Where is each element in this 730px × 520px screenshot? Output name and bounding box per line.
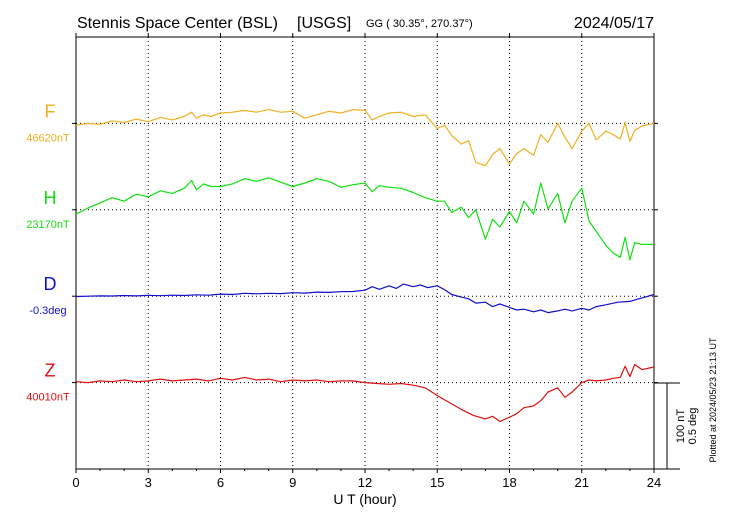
series-line-H: [75, 177, 654, 261]
grid: [147, 37, 583, 469]
series-line-D: [75, 283, 655, 314]
x-tick-label-15: 15: [430, 475, 444, 490]
scale-label-nt: 100 nT: [675, 409, 687, 444]
station-title: Stennis Space Center (BSL): [77, 15, 278, 32]
series-group: [75, 108, 655, 423]
x-tick-label-21: 21: [575, 475, 589, 490]
series-baseline-F: 46620nT: [26, 132, 70, 144]
x-tick-label-3: 3: [145, 475, 152, 490]
series-name-F: F: [45, 101, 56, 121]
x-tick-label-24: 24: [647, 475, 661, 490]
series-line-Z: [75, 363, 655, 423]
plotted-note: Plotted at 2024/05/23 21:13 UT: [708, 337, 718, 463]
series-name-D: D: [44, 274, 57, 294]
scale-bar: 100 nT 0.5 deg: [654, 382, 699, 470]
coords-label: GG ( 30.35°, 270.37°): [366, 18, 473, 30]
x-tick-label-0: 0: [72, 475, 79, 490]
series-labels: F 46620nT H 23170nT D -0.3deg Z 40010nT: [26, 101, 70, 403]
x-axis: 0 3 6 9 12 15 18 21 24: [72, 33, 661, 490]
x-tick-label-6: 6: [217, 475, 224, 490]
series-line-F: [75, 108, 655, 167]
network-label: [USGS]: [297, 15, 351, 32]
series-name-H: H: [44, 188, 57, 208]
date-label: 2024/05/17: [574, 15, 654, 32]
scale-label-deg: 0.5 deg: [687, 408, 699, 445]
x-axis-label: U T (hour): [333, 491, 396, 507]
series-baseline-Z: 40010nT: [26, 392, 70, 404]
series-baseline-H: 23170nT: [26, 219, 70, 231]
x-tick-label-18: 18: [502, 475, 516, 490]
series-name-Z: Z: [45, 361, 56, 381]
x-tick-label-9: 9: [289, 475, 296, 490]
series-baseline-D: -0.3deg: [29, 305, 66, 317]
x-tick-label-12: 12: [358, 475, 372, 490]
